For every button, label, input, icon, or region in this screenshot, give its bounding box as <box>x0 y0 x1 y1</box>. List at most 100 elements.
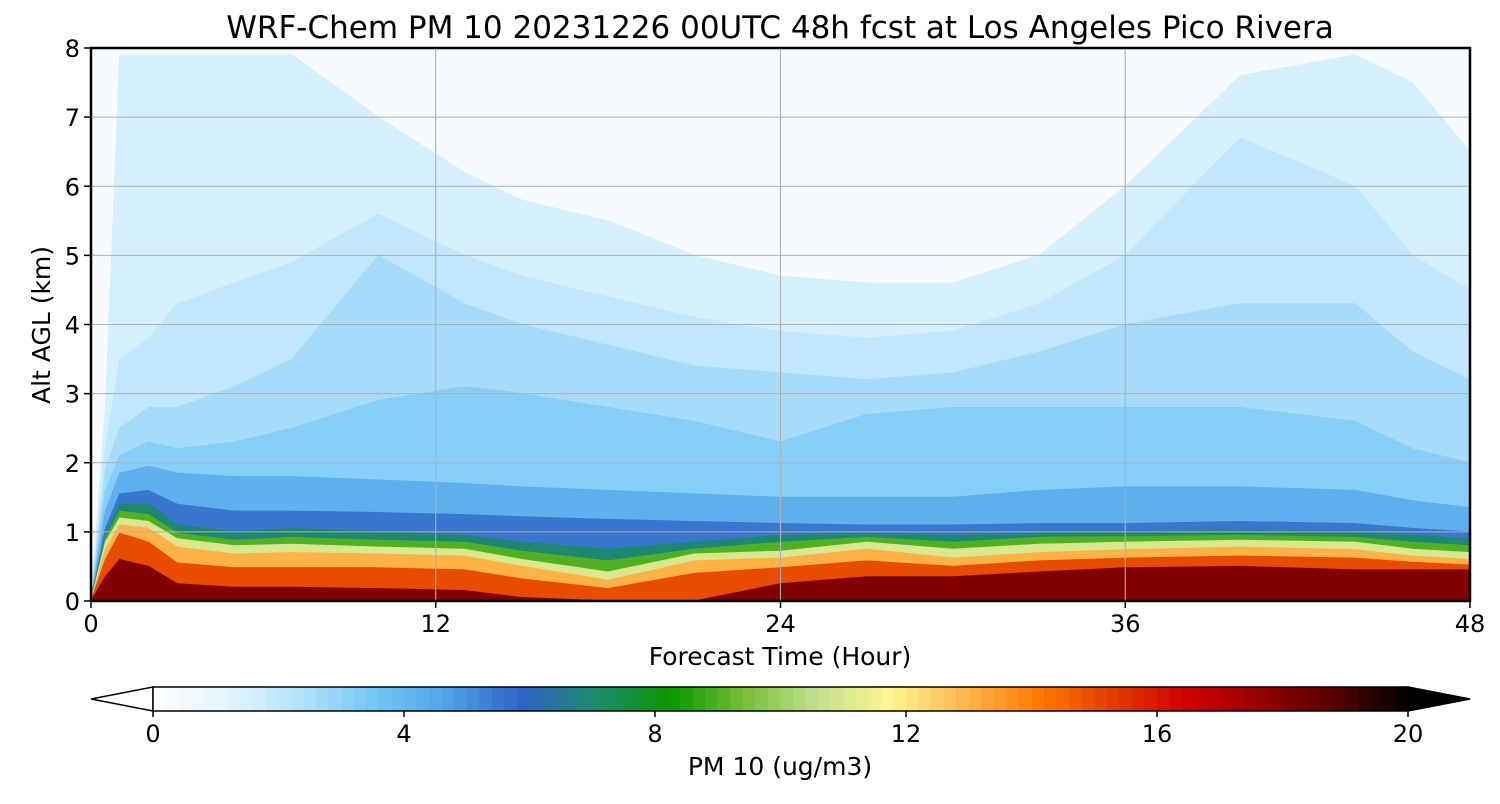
colorbar-segment <box>228 687 242 711</box>
colorbar-segment <box>153 687 167 711</box>
y-tick-label: 7 <box>65 104 80 132</box>
colorbar-segment <box>178 687 192 711</box>
colorbar-segment <box>793 687 807 711</box>
colorbar-segment <box>906 687 920 711</box>
colorbar-ticks: 0 4 8 12 16 20 <box>145 711 1423 748</box>
colorbar-segment <box>378 687 393 711</box>
colorbar-segment <box>1320 687 1334 711</box>
colorbar-segment <box>642 687 656 711</box>
colorbar-segment <box>1395 687 1409 711</box>
colorbar-segment <box>1244 687 1258 711</box>
colorbar-segment <box>805 687 819 711</box>
x-tick-label: 0 <box>83 610 98 638</box>
colorbar-segment <box>993 687 1007 711</box>
colorbar-segment <box>780 687 794 711</box>
colorbar-segment <box>516 687 531 711</box>
colorbar-segment <box>868 687 882 711</box>
y-tick-label: 6 <box>65 173 80 201</box>
colorbar-segment <box>404 687 418 711</box>
colorbar-segment <box>479 687 493 711</box>
colorbar-segment <box>931 687 945 711</box>
colorbar-segment <box>1031 687 1045 711</box>
colorbar-segment <box>981 687 995 711</box>
colorbar-segment <box>1056 687 1070 711</box>
colorbar-segment <box>1269 687 1284 711</box>
colorbar-segment <box>278 687 292 711</box>
colorbar-segment <box>843 687 857 711</box>
colorbar-segment <box>1282 687 1296 711</box>
colorbar-segment <box>429 687 443 711</box>
colorbar-segment <box>880 687 895 711</box>
y-axis-label: Alt AGL (km) <box>27 246 56 404</box>
colorbar-segment <box>968 687 982 711</box>
colorbar-tick-label: 0 <box>145 720 160 748</box>
colorbar-segment <box>755 687 769 711</box>
colorbar-segment <box>1131 687 1146 711</box>
y-tick-label: 3 <box>65 381 80 409</box>
x-axis-label: Forecast Time (Hour) <box>649 642 912 671</box>
colorbar-segment <box>604 687 618 711</box>
colorbar-segment <box>416 687 430 711</box>
colorbar-segment <box>1332 687 1346 711</box>
colorbar-segment <box>1370 687 1384 711</box>
colorbar-segment <box>818 687 832 711</box>
colorbar-segment <box>341 687 355 711</box>
colorbar-segment <box>1119 687 1133 711</box>
colorbar-min-arrow <box>90 686 154 712</box>
colorbar-segment <box>240 687 254 711</box>
colorbar-segment <box>441 687 455 711</box>
colorbar-label: PM 10 (ug/m3) <box>688 752 872 781</box>
colorbar-segment <box>1018 687 1033 711</box>
colorbar-segment <box>1157 687 1171 711</box>
colorbar-segment <box>705 687 719 711</box>
colorbar-segment <box>830 687 844 711</box>
colorbar-segment <box>717 687 731 711</box>
colorbar-segment <box>190 687 204 711</box>
colorbar-segment <box>165 687 179 711</box>
colorbar-segment <box>1207 687 1221 711</box>
y-tick-label: 0 <box>65 588 80 616</box>
colorbar-segment <box>353 687 367 711</box>
x-tick-label: 48 <box>1455 610 1486 638</box>
colorbar-segment <box>1069 687 1083 711</box>
colorbar-segment <box>303 687 317 711</box>
colorbar-segment <box>366 687 380 711</box>
colorbar-tick-label: 20 <box>1393 720 1424 748</box>
colorbar-segment <box>855 687 869 711</box>
colorbar-segment <box>466 687 480 711</box>
colorbar-max-arrow <box>1407 686 1471 712</box>
colorbar-segment <box>1169 687 1183 711</box>
colorbar-segment <box>391 687 405 711</box>
colorbar-segment <box>491 687 505 711</box>
colorbar-segment <box>454 687 468 711</box>
colorbar-segment <box>504 687 518 711</box>
colorbar-segment <box>680 687 694 711</box>
colorbar-segment <box>265 687 280 711</box>
y-tick-label: 1 <box>65 519 80 547</box>
y-tick-label: 4 <box>65 312 80 340</box>
colorbar-segment <box>1094 687 1108 711</box>
x-tick-label: 24 <box>765 610 796 638</box>
colorbar-segment <box>1006 687 1020 711</box>
colorbar-segment <box>1345 687 1359 711</box>
colorbar-segment <box>893 687 907 711</box>
colorbar-segment <box>629 687 644 711</box>
y-axis-ticks: 0 1 2 3 4 5 6 7 8 <box>65 35 91 616</box>
colorbar-segment <box>1307 687 1321 711</box>
colorbar-segment <box>667 687 681 711</box>
colorbar-segment <box>1106 687 1120 711</box>
colorbar-segment <box>203 687 217 711</box>
colorbar-segment <box>542 687 556 711</box>
colorbar-segment <box>655 687 669 711</box>
colorbar-frame <box>152 686 1409 712</box>
colorbar-segment <box>742 687 756 711</box>
colorbar-segment <box>730 687 744 711</box>
colorbar-segment <box>1081 687 1095 711</box>
y-tick-label: 2 <box>65 450 80 478</box>
colorbar-segment <box>1232 687 1246 711</box>
colorbar-segment <box>767 687 782 711</box>
colorbar-segment <box>1044 687 1058 711</box>
colorbar-segment <box>592 687 606 711</box>
colorbar-segment <box>1182 687 1196 711</box>
colorbar-segment <box>943 687 957 711</box>
